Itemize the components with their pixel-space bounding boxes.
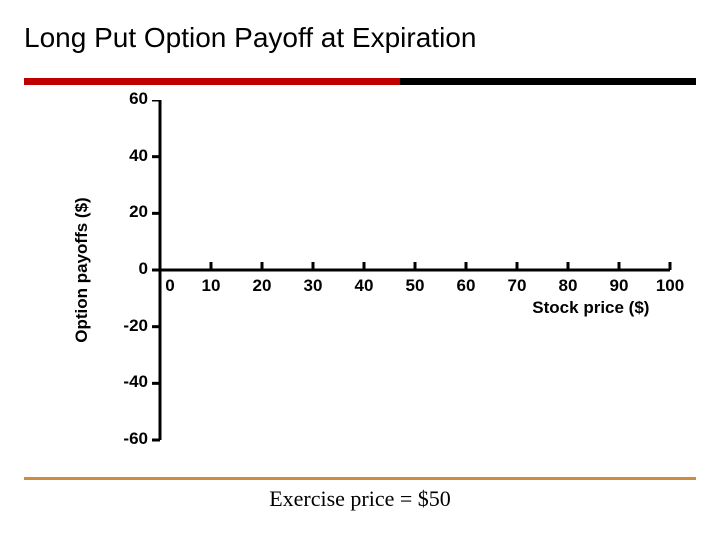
- accent-bar-right: [400, 78, 696, 85]
- y-tick-label: 60: [129, 89, 148, 109]
- x-tick-label: 70: [508, 276, 527, 296]
- y-tick-label: -20: [123, 316, 148, 336]
- x-tick-label: 40: [355, 276, 374, 296]
- y-tick-label: -60: [123, 429, 148, 449]
- accent-bar-left: [24, 78, 400, 85]
- x-tick-label: 20: [253, 276, 272, 296]
- x-tick-label: 60: [457, 276, 476, 296]
- x-tick-label: 0: [165, 276, 174, 296]
- chart: Option payoffs ($) Stock price ($) -60-4…: [60, 100, 680, 460]
- x-tick-label: 10: [202, 276, 221, 296]
- slide-title: Long Put Option Payoff at Expiration: [24, 22, 476, 54]
- x-tick-label: 90: [610, 276, 629, 296]
- x-tick-label: 80: [559, 276, 578, 296]
- y-tick-label: 0: [139, 259, 148, 279]
- x-tick-label: 50: [406, 276, 425, 296]
- x-tick-label: 30: [304, 276, 323, 296]
- y-tick-label: 40: [129, 146, 148, 166]
- footer-text: Exercise price = $50: [0, 486, 720, 512]
- footer-bar: [24, 477, 696, 480]
- y-tick-label: 20: [129, 202, 148, 222]
- y-tick-label: -40: [123, 372, 148, 392]
- x-axis-label: Stock price ($): [532, 298, 649, 318]
- x-tick-label: 100: [656, 276, 684, 296]
- accent-bar: [24, 78, 696, 85]
